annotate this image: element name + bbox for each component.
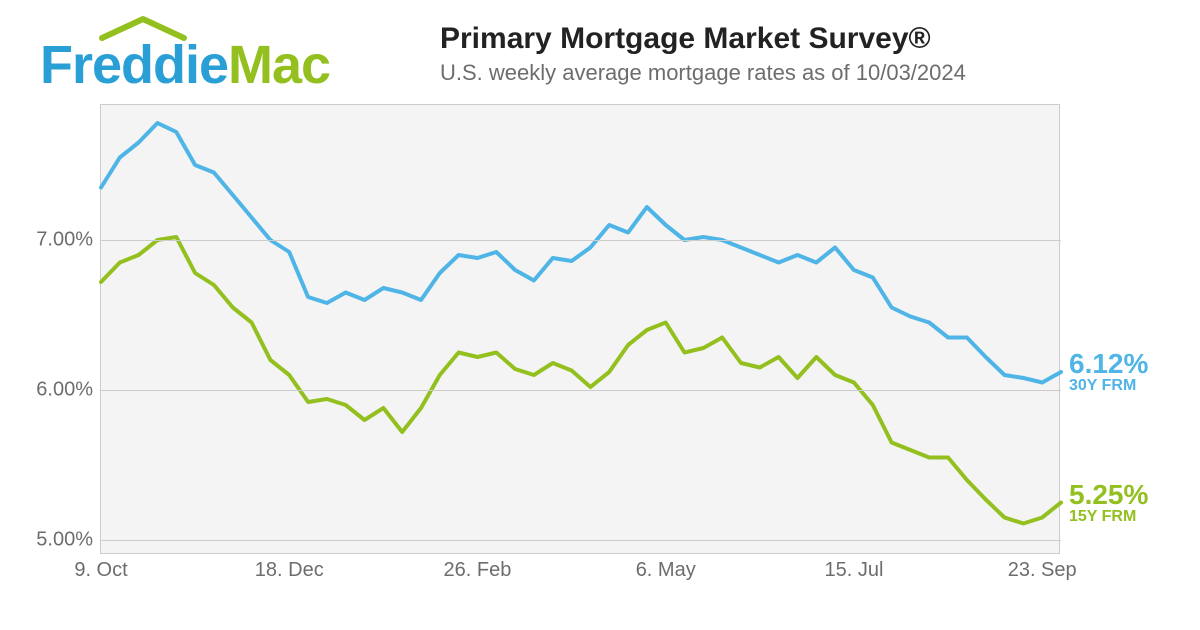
y-axis-tick: 7.00% (36, 229, 93, 252)
gridline (101, 390, 1061, 391)
gridline (101, 540, 1061, 541)
series-end-label-30y: 6.12%30Y FRM (1069, 349, 1148, 395)
brand-text-mac: Mac (228, 35, 330, 95)
x-axis-tick: 26. Feb (444, 559, 512, 582)
y-axis-tick: 6.00% (36, 379, 93, 402)
series-end-value: 6.12% (1069, 349, 1148, 378)
series-end-name: 30Y FRM (1069, 378, 1148, 395)
brand-logo: FreddieMac (20, 16, 400, 96)
series-end-name: 15Y FRM (1069, 509, 1148, 526)
chart-subtitle: U.S. weekly average mortgage rates as of… (440, 60, 966, 86)
plot-area: 5.00%6.00%7.00%9. Oct18. Dec26. Feb6. Ma… (100, 104, 1060, 554)
x-axis-tick: 15. Jul (824, 559, 883, 582)
x-axis-tick: 9. Oct (74, 559, 127, 582)
gridline (101, 240, 1061, 241)
x-axis-tick: 23. Sep (1008, 559, 1077, 582)
header: FreddieMac Primary Mortgage Market Surve… (20, 16, 1180, 102)
chart: 5.00% 6.00% 7.00% 9. Oct 18. Dec 26. Feb 6. Ma… (10, 104, 1190, 624)
series-end-label-15y: 5.25%15Y FRM (1069, 479, 1148, 525)
title-block: Primary Mortgage Market Survey® U.S. wee… (440, 16, 966, 86)
series-svg (101, 105, 1061, 555)
y-axis-tick: 5.00% (36, 529, 93, 552)
series-line-30y (101, 123, 1061, 383)
chart-title: Primary Mortgage Market Survey® (440, 22, 966, 56)
x-axis-tick: 18. Dec (255, 559, 324, 582)
series-end-value: 5.25% (1069, 479, 1148, 508)
brand-text-freddie: Freddie (40, 35, 228, 95)
x-axis-tick: 6. May (636, 559, 696, 582)
series-line-15y (101, 237, 1061, 524)
